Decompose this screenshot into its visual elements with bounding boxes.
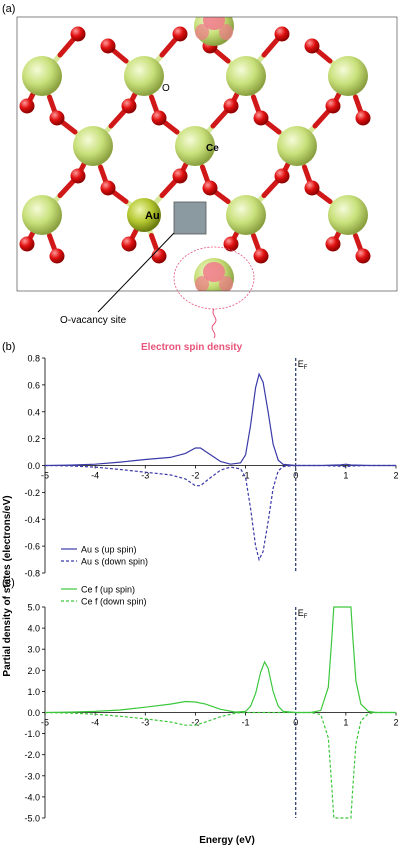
vacancy-box: [173, 201, 207, 235]
x-tick-label: -2: [191, 718, 199, 728]
structure-image: [16, 16, 398, 292]
legend-label-1: Ce f (up spin): [81, 585, 135, 595]
y-tick-label: 3.0: [27, 645, 40, 655]
x-tick-label: -4: [91, 471, 99, 481]
x-tick-label: 1: [343, 718, 348, 728]
panel-label-b: (b): [2, 341, 15, 353]
y-tick-label: 0.8: [27, 354, 40, 364]
y-axis-label: Partial density of states (electrons/eV): [2, 495, 13, 676]
y-tick-label: 0.2: [27, 434, 40, 444]
y-tick-label: -4.0: [24, 792, 40, 802]
x-tick-label: -5: [41, 471, 49, 481]
legend-label-2: Ce f (down spin): [81, 597, 147, 607]
y-tick-label: -1.0: [24, 729, 40, 739]
x-axis-label: Energy (eV): [199, 835, 255, 846]
y-tick-label: 1.0: [27, 687, 40, 697]
y-tick-label: 0.0: [27, 461, 40, 471]
series-line-1: [44, 372, 396, 467]
x-tick-label: -1: [242, 471, 250, 481]
y-tick-label: 0.4: [27, 407, 40, 417]
x-tick-label: 2: [393, 471, 398, 481]
vacancy-pointer: [97, 232, 175, 313]
y-tick-label: 0.0: [27, 708, 40, 718]
x-tick-label: -3: [141, 471, 149, 481]
y-tick-label: 4.0: [27, 624, 40, 634]
vacancy-label: O-vacancy site: [60, 315, 127, 326]
fermi-label: EF: [298, 359, 308, 371]
panel-label-a: (a): [2, 3, 15, 15]
spin-density-circle: [173, 246, 255, 310]
series-line-2: [44, 464, 396, 562]
lattice: [17, 17, 397, 291]
x-tick-label: -2: [191, 471, 199, 481]
x-tick-label: -1: [242, 718, 250, 728]
series-line-1: [44, 606, 396, 714]
atom-label-o: O: [162, 83, 170, 94]
panel-label-c: (c): [2, 577, 15, 589]
atom-label-ce: Ce: [206, 143, 219, 154]
y-tick-label: 2.0: [27, 666, 40, 676]
series-line-2: [44, 711, 396, 819]
legend-label-1: Au s (up spin): [81, 545, 137, 555]
y-tick-label: -0.4: [24, 515, 40, 525]
y-tick-label: -5.0: [24, 814, 40, 824]
x-tick-label: 2: [393, 718, 398, 728]
y-tick-label: 0.6: [27, 380, 40, 390]
x-tick-label: -4: [91, 718, 99, 728]
spin-density-label: Electron spin density: [141, 342, 243, 353]
x-tick-label: -3: [141, 718, 149, 728]
y-tick-label: -2.0: [24, 750, 40, 760]
spin-density-squiggle: [211, 308, 217, 339]
chart-ce-f: 5.0 4.0 3.0 2.0 1.0 0.0 -1.0 -2.0 -3.0 -4.0 -5.0 -5…: [24, 585, 398, 824]
atom-label-au: Au: [145, 210, 160, 222]
legend-label-2: Au s (down spin): [81, 557, 148, 567]
fermi-label: EF: [298, 608, 308, 620]
y-tick-label: -3.0: [24, 771, 40, 781]
chart-au-s: 0.8 0.6 0.4 0.2 0.0 -0.2 -0.4 -0.6 -0.8 -5 -4 -3 -2 -…: [24, 354, 398, 579]
y-tick-label: -0.2: [24, 488, 40, 498]
y-tick-label: -0.6: [24, 542, 40, 552]
x-tick-label: 1: [343, 471, 348, 481]
y-tick-label: 5.0: [27, 603, 40, 613]
x-tick-label: -5: [41, 718, 49, 728]
y-tick-label: -0.8: [24, 569, 40, 579]
